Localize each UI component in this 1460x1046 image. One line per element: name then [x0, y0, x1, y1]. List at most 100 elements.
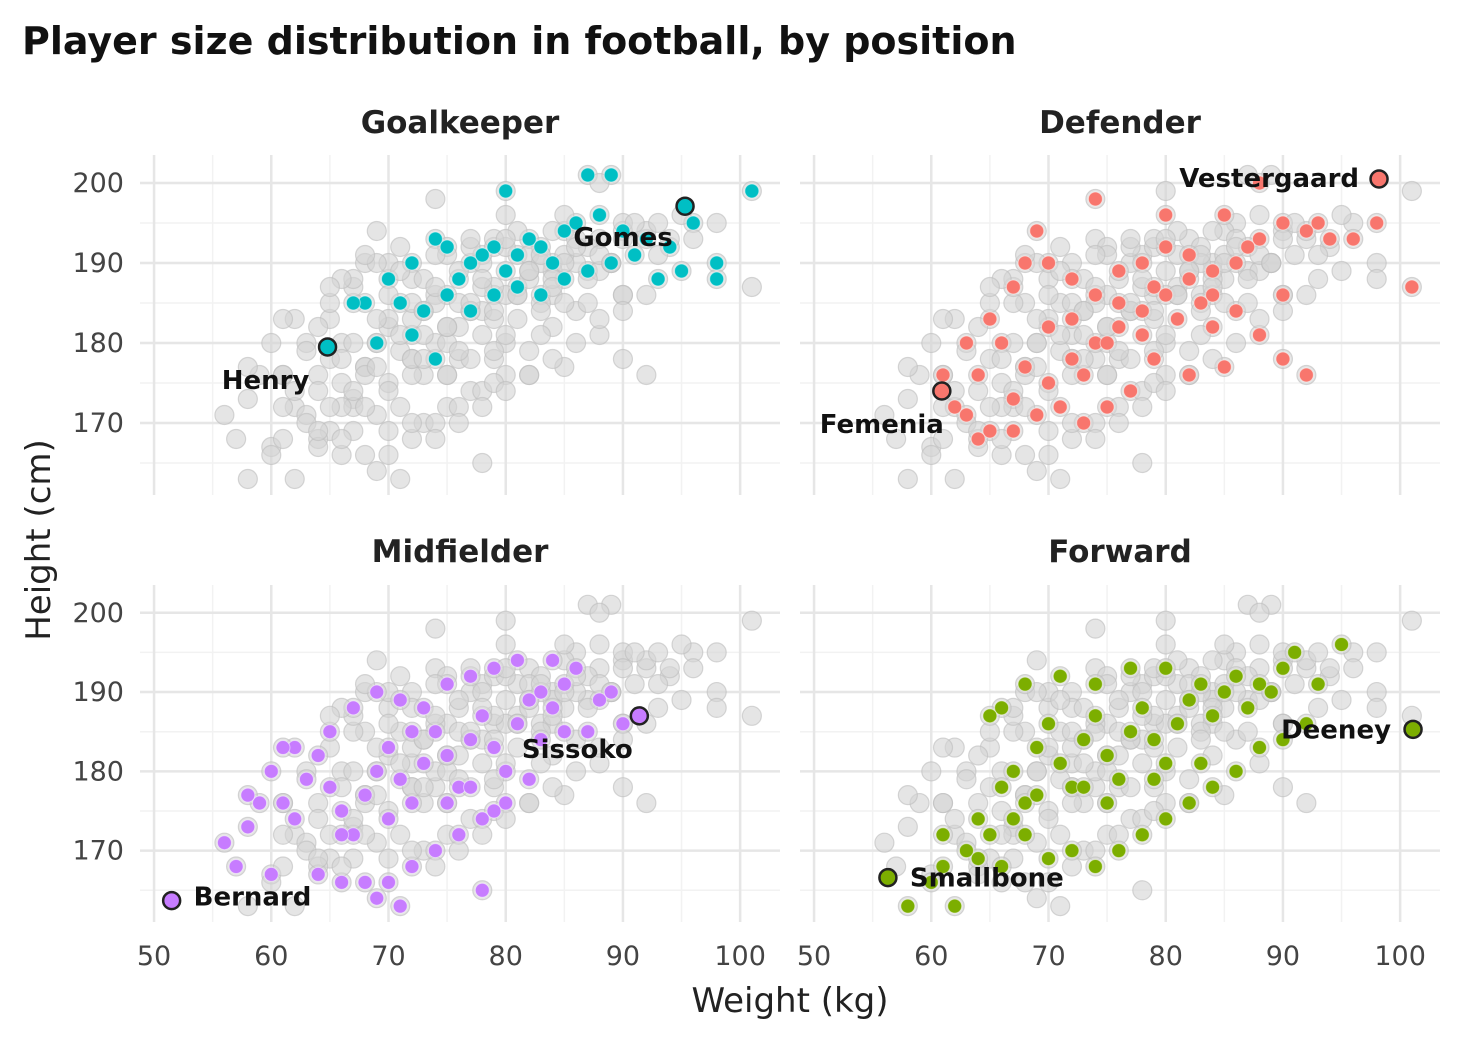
data-point — [603, 684, 619, 700]
background-point — [378, 713, 399, 734]
background-point — [272, 856, 294, 877]
data-point — [439, 795, 455, 811]
data-point — [545, 652, 561, 668]
background-point — [272, 308, 294, 330]
data-point — [1146, 771, 1162, 787]
background-point — [1050, 260, 1071, 282]
background-point — [1155, 610, 1176, 631]
background-point — [886, 428, 907, 450]
data-point — [275, 740, 291, 756]
background-point — [1038, 808, 1059, 830]
data-point — [380, 740, 396, 756]
data-point — [263, 763, 279, 779]
background-point — [390, 260, 411, 282]
data-point — [591, 692, 607, 708]
background-point — [272, 396, 294, 418]
data-point — [556, 223, 572, 239]
data-point — [1228, 668, 1244, 684]
data-point — [1146, 732, 1162, 748]
y-tick-label: 200 — [72, 168, 124, 199]
data-point — [1275, 215, 1291, 231]
data-point — [1087, 676, 1103, 692]
background-point — [659, 658, 680, 679]
background-point — [612, 348, 634, 370]
background-point — [1085, 428, 1106, 450]
data-point — [369, 335, 385, 351]
background-point — [425, 188, 446, 210]
data-point — [439, 747, 455, 763]
data-point — [1111, 263, 1127, 279]
data-point — [1005, 811, 1021, 827]
background-point — [343, 380, 364, 402]
data-point — [1029, 740, 1045, 756]
background-point — [319, 276, 340, 298]
background-point — [624, 212, 645, 234]
data-point — [322, 724, 338, 740]
data-point — [334, 874, 350, 890]
background-point — [1038, 444, 1059, 466]
background-point — [1026, 761, 1047, 782]
data-point — [1287, 644, 1303, 660]
data-point — [982, 311, 998, 327]
background-point — [472, 396, 493, 418]
background-point — [1132, 452, 1153, 474]
data-point — [439, 287, 455, 303]
data-point — [674, 263, 690, 279]
data-point — [591, 207, 607, 223]
data-point — [463, 668, 479, 684]
data-point — [369, 684, 385, 700]
background-point — [979, 396, 1000, 418]
background-point — [897, 356, 918, 378]
background-point — [944, 808, 965, 830]
data-point — [1228, 255, 1244, 271]
background-point — [413, 777, 434, 798]
x-axis-label: Weight (kg) — [691, 981, 888, 1021]
data-point — [685, 215, 701, 231]
background-point — [1237, 292, 1258, 314]
data-point — [1158, 811, 1174, 827]
background-point — [495, 380, 516, 402]
background-point — [1190, 324, 1211, 346]
background-point — [1026, 650, 1047, 671]
data-point — [1123, 660, 1139, 676]
data-point — [486, 239, 502, 255]
background-point — [495, 228, 516, 250]
data-point — [498, 183, 514, 199]
background-point — [519, 260, 540, 282]
point-label: Smallbone — [910, 864, 1064, 894]
data-point — [970, 851, 986, 867]
background-point — [1307, 268, 1329, 290]
background-point — [647, 212, 669, 234]
panel-midfielder: Midfielder 50 60 70 80 90 100 170 180 190 200 Sisso… — [72, 534, 780, 972]
background-point — [530, 324, 551, 346]
data-point — [970, 811, 986, 827]
highlighted-point — [1369, 169, 1389, 189]
background-point — [1038, 872, 1059, 893]
data-point — [345, 295, 361, 311]
data-point — [404, 724, 420, 740]
panel-title: Forward — [1048, 534, 1192, 570]
background-point — [495, 324, 516, 346]
background-point — [1073, 324, 1094, 346]
data-point — [1123, 724, 1139, 740]
background-point — [378, 444, 399, 466]
background-point — [507, 737, 528, 758]
data-point — [1064, 311, 1080, 327]
background-point — [284, 468, 305, 490]
data-point — [615, 716, 631, 732]
data-point — [474, 882, 490, 898]
data-point — [1076, 779, 1092, 795]
data-point — [970, 431, 986, 447]
data-point — [1087, 858, 1103, 874]
data-point — [1181, 795, 1197, 811]
background-point — [237, 896, 258, 917]
data-point — [568, 660, 584, 676]
data-point — [509, 247, 525, 263]
background-point — [390, 396, 411, 418]
background-point — [1014, 872, 1036, 893]
background-point — [261, 332, 282, 354]
background-point — [1331, 204, 1352, 226]
background-point — [897, 388, 918, 410]
background-point — [343, 332, 364, 354]
background-point — [683, 228, 704, 250]
